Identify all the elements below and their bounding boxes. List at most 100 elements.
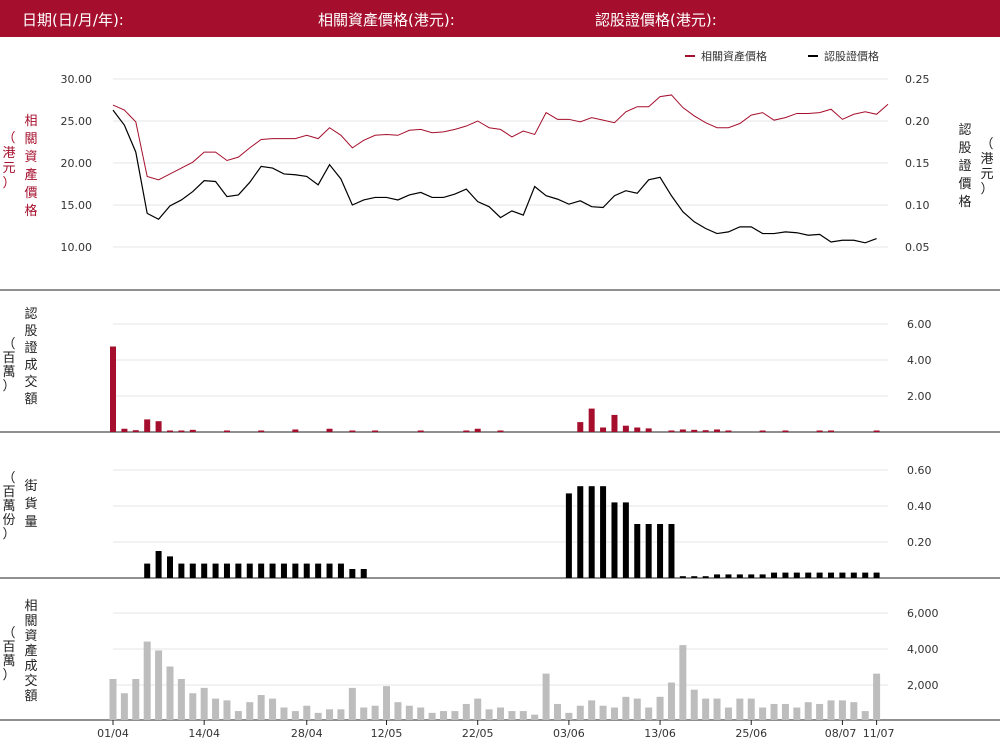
x-tick-label: 01/04 xyxy=(97,727,129,740)
warrant_turnover-bar xyxy=(474,428,481,432)
warrant_turnover-bar xyxy=(679,429,686,432)
asset_turnover-bar xyxy=(485,709,493,720)
warrant_turnover-bar xyxy=(634,427,641,432)
outstanding-bar xyxy=(748,574,755,578)
left-axis-unit-char: 份 xyxy=(2,513,15,528)
right-axis-title-char: 證 xyxy=(958,158,971,174)
asset_turnover-bar xyxy=(713,698,721,720)
asset_turnover-bar xyxy=(690,689,698,720)
right-tick-label: 0.15 xyxy=(905,157,930,170)
warrant_turnover-bar xyxy=(725,430,732,432)
right-axis-title-char: 股 xyxy=(958,141,971,156)
left-axis-title-char: 認 xyxy=(24,306,37,322)
left-tick-label: 30.00 xyxy=(61,73,93,86)
outstanding-bar xyxy=(828,572,835,578)
x-tick-label: 28/04 xyxy=(291,727,323,740)
asset_turnover-bar xyxy=(417,707,425,720)
right-axis-unit-char: 元 xyxy=(980,167,993,182)
outstanding-bar xyxy=(736,574,743,578)
right-tick-label: 2,000 xyxy=(907,679,939,692)
left-axis-unit-char: （ xyxy=(2,471,15,486)
warrant_turnover-bar xyxy=(144,419,151,432)
asset_turnover-bar xyxy=(314,712,322,720)
warrant_turnover-bar xyxy=(258,430,265,432)
outstanding-bar xyxy=(759,574,766,578)
left-axis-unit-char: ） xyxy=(2,379,15,394)
left-axis-unit-char: （ xyxy=(2,131,15,146)
warrant_turnover-bar xyxy=(873,430,880,432)
warrant_turnover-bar xyxy=(668,430,675,432)
warrant_turnover-bar xyxy=(577,422,584,432)
asset_turnover-bar xyxy=(838,700,846,720)
warrant_turnover-bar xyxy=(611,414,618,432)
left-axis-title-char: 產 xyxy=(24,643,37,659)
asset_turnover-bar xyxy=(177,678,185,720)
x-tick-label: 08/07 xyxy=(825,727,857,740)
left-axis-unit-char: 百 xyxy=(2,485,15,500)
warrant-price-line xyxy=(112,109,877,244)
warrant_turnover-bar xyxy=(417,430,424,432)
asset_turnover-bar xyxy=(816,703,824,720)
outstanding-bar xyxy=(782,572,789,578)
x-tick-label: 25/06 xyxy=(735,727,767,740)
warrant_turnover-bar xyxy=(223,430,230,432)
outstanding-bar xyxy=(816,572,823,578)
asset_turnover-bar xyxy=(234,711,242,720)
x-tick-label: 03/06 xyxy=(553,727,585,740)
asset_turnover-bar xyxy=(656,696,664,720)
left-axis-unit-char: ） xyxy=(2,668,15,683)
left-axis-unit-char: ） xyxy=(2,527,15,542)
outstanding-bar xyxy=(691,576,698,578)
right-tick-label: 6.00 xyxy=(907,318,932,331)
asset_turnover-bar xyxy=(497,707,504,720)
asset_turnover-bar xyxy=(747,698,755,720)
outstanding-bar xyxy=(873,572,880,578)
asset_turnover-bar xyxy=(166,666,174,720)
asset_turnover-bar xyxy=(610,707,618,720)
warrant_turnover-bar xyxy=(691,429,698,432)
left-axis-title-char: 產 xyxy=(24,167,37,183)
left-axis-unit-char: （ xyxy=(2,337,15,352)
asset_turnover-bar xyxy=(542,673,550,720)
asset_turnover-bar xyxy=(667,682,675,720)
asset_turnover-bar xyxy=(132,678,140,720)
outstanding-bar xyxy=(280,563,287,578)
outstanding-bar xyxy=(622,502,629,578)
right-tick-label: 0.25 xyxy=(905,73,930,86)
asset_turnover-bar xyxy=(394,702,402,720)
warrant_turnover-bar xyxy=(600,427,607,432)
warrant_turnover-bar xyxy=(189,429,196,432)
warrant_turnover-bar xyxy=(178,430,185,432)
right-axis-title-char: 格 xyxy=(958,194,971,210)
outstanding-bar xyxy=(315,563,322,578)
outstanding-bar xyxy=(600,486,607,578)
outstanding-bar xyxy=(166,556,173,578)
right-axis-unit-char: 港 xyxy=(980,152,993,167)
right-tick-label: 2.00 xyxy=(907,390,932,403)
left-axis-unit-char: 萬 xyxy=(2,654,15,669)
asset_turnover-bar xyxy=(736,698,744,720)
outstanding-bar xyxy=(702,576,709,578)
left-axis-title-char: 資 xyxy=(24,629,37,644)
date-label: 日期(日/月/年): xyxy=(22,11,124,29)
left-axis-title-char: 股 xyxy=(24,324,37,339)
outstanding-bar xyxy=(155,551,162,578)
left-axis-unit-char: ） xyxy=(2,176,15,191)
outstanding-bar xyxy=(679,576,686,578)
warrant_turnover-bar xyxy=(110,346,116,432)
warrant_turnover-bar xyxy=(292,429,299,432)
asset_turnover-bar xyxy=(143,641,151,720)
asset_turnover-bar xyxy=(804,702,812,720)
x-tick-label: 13/06 xyxy=(644,727,676,740)
asset_turnover-bar xyxy=(405,705,413,720)
outstanding-bar xyxy=(349,569,356,578)
left-axis-unit-char: （ xyxy=(2,626,15,641)
left-axis-title-char: 相 xyxy=(24,599,37,614)
left-axis-title-char: 關 xyxy=(24,132,37,147)
asset_turnover-bar xyxy=(633,698,641,720)
asset_turnover-bar xyxy=(109,678,117,720)
outstanding-bar xyxy=(588,486,595,578)
outstanding-bar xyxy=(258,563,265,578)
asset-price-label: 相關資產價格(港元): xyxy=(318,11,455,29)
asset_turnover-bar xyxy=(861,711,869,720)
